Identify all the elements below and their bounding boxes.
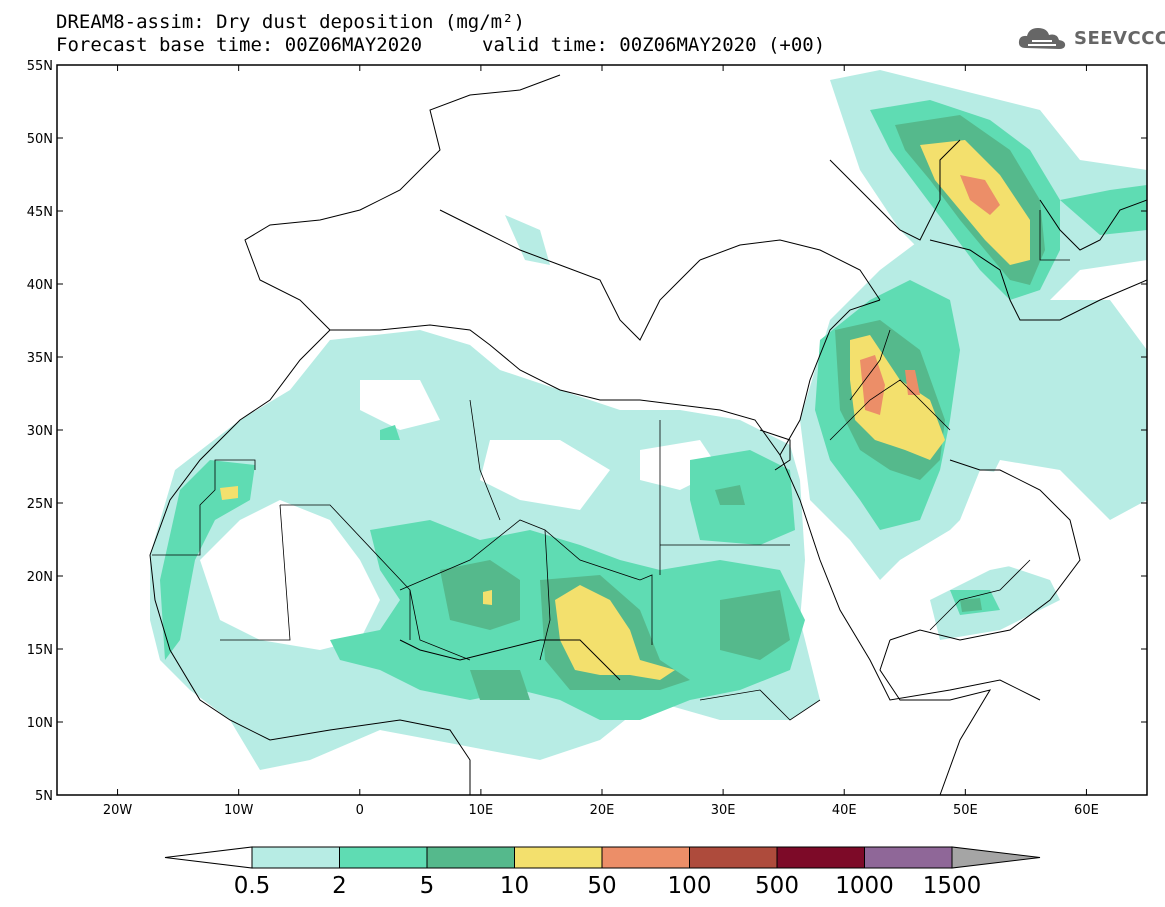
- lat-label: 35N: [27, 351, 53, 366]
- colorbar-high-arrow: [951, 846, 1041, 869]
- lon-label: 10W: [224, 803, 254, 818]
- lon-label: 0: [356, 803, 364, 818]
- lon-label: 50E: [953, 803, 978, 818]
- country-borders: [152, 210, 1070, 721]
- forecast-base-time: Forecast base time: 00Z06MAY2020: [56, 34, 423, 56]
- lon-label: 30E: [711, 803, 736, 818]
- colorbar-level-label: 10: [500, 873, 529, 899]
- lat-label: 20N: [27, 570, 53, 585]
- colorbar-level-label: 1000: [835, 873, 894, 899]
- cloud-logo-icon: [1018, 28, 1066, 49]
- colorbar-level-label: 5: [420, 873, 435, 899]
- lat-label: 55N: [27, 59, 53, 74]
- longitude-labels: 20W 10W 0 10E 20E 30E 40E 50E 60E: [103, 803, 1099, 818]
- lon-label: 40E: [832, 803, 857, 818]
- coastlines: [149, 74, 1147, 795]
- map-title: DREAM8-assim: Dry dust deposition (mg/m²…: [56, 11, 525, 33]
- logo-text: SEEVCCC: [1074, 27, 1165, 49]
- lon-label: 20W: [103, 803, 133, 818]
- colorbar-swatch: [864, 846, 953, 869]
- colorbar-swatch: [426, 846, 515, 869]
- colorbar: 0.5 2 5 10 50 100 500 1000 1500: [164, 846, 1041, 899]
- colorbar-level-label: 1500: [923, 873, 982, 899]
- axis-ticks: [57, 64, 1147, 796]
- lat-label: 10N: [27, 716, 53, 731]
- lat-label: 30N: [27, 424, 53, 439]
- colorbar-level-label: 500: [755, 873, 799, 899]
- colorbar-swatch: [776, 846, 865, 869]
- colorbar-level-label: 0.5: [234, 873, 271, 899]
- valid-time: valid time: 00Z06MAY2020 (+00): [482, 34, 826, 56]
- colorbar-swatch: [689, 846, 778, 869]
- colorbar-swatch: [601, 846, 690, 869]
- lon-label: 60E: [1074, 803, 1099, 818]
- lat-label: 50N: [27, 132, 53, 147]
- lat-label: 25N: [27, 497, 53, 512]
- colorbar-level-label: 50: [587, 873, 616, 899]
- lat-label: 45N: [27, 205, 53, 220]
- colorbar-level-label: 2: [332, 873, 347, 899]
- latitude-labels: 55N 50N 45N 40N 35N 30N 25N 20N 15N 10N 5N: [27, 59, 53, 804]
- colorbar-swatch: [339, 846, 428, 869]
- dust-level-50: [860, 175, 1000, 415]
- lon-label: 10E: [469, 803, 494, 818]
- seevccc-logo: SEEVCCC: [1016, 24, 1165, 52]
- lat-label: 40N: [27, 278, 53, 293]
- colorbar-low-arrow: [164, 846, 253, 869]
- dust-clear-areas: [200, 380, 1090, 650]
- colorbar-level-label: 100: [668, 873, 712, 899]
- lat-label: 5N: [35, 789, 53, 804]
- dust-fields: [150, 70, 1147, 770]
- lat-label: 15N: [27, 643, 53, 658]
- lon-label: 20E: [590, 803, 615, 818]
- colorbar-swatch: [251, 846, 340, 869]
- colorbar-swatch: [514, 846, 603, 869]
